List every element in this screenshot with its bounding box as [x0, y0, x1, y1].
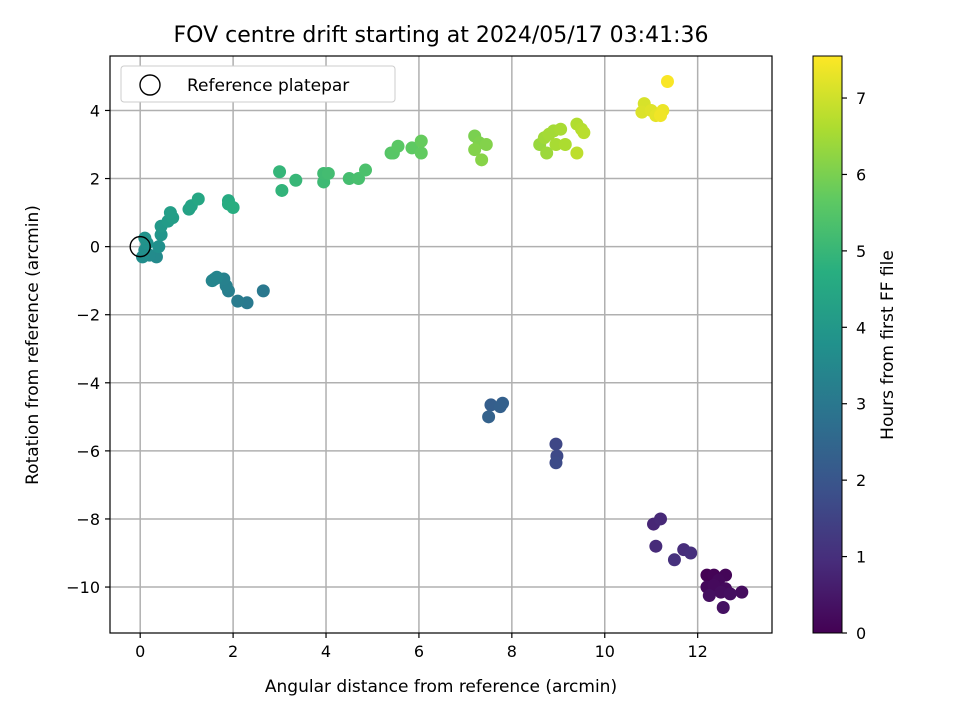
x-tick-label: 0 — [135, 642, 145, 661]
data-point — [723, 587, 737, 601]
data-point — [391, 139, 405, 153]
data-point — [289, 173, 303, 187]
data-point — [684, 546, 698, 560]
y-tick-label: −2 — [76, 306, 100, 325]
y-tick-label: −10 — [66, 578, 100, 597]
data-point — [163, 206, 177, 220]
data-point — [493, 400, 507, 414]
colorbar-tick-label: 4 — [856, 318, 866, 337]
colorbar-tick-label: 7 — [856, 89, 866, 108]
legend-box — [120, 65, 396, 103]
data-point — [735, 585, 749, 599]
colorbar-gradient — [812, 55, 843, 634]
data-point — [231, 294, 245, 308]
data-point — [649, 539, 663, 553]
y-tick-label: −4 — [76, 374, 100, 393]
data-point — [549, 456, 563, 470]
colorbar-tick-label: 0 — [856, 624, 866, 643]
data-point — [468, 143, 482, 157]
data-point — [210, 270, 224, 284]
data-point — [482, 410, 496, 424]
colorbar-tick-label: 2 — [856, 471, 866, 490]
colorbar: 0 1 2 3 4 5 6 7 Hours from first FF file — [812, 55, 898, 643]
colorbar-tick-label: 5 — [856, 242, 866, 261]
colorbar-ticks: 0 1 2 3 4 5 6 7 — [842, 89, 866, 643]
data-point — [660, 75, 674, 89]
data-point — [549, 437, 563, 451]
data-point — [342, 172, 356, 186]
y-tick-label: 0 — [90, 238, 100, 257]
data-point — [152, 240, 166, 254]
x-tick-label: 10 — [595, 642, 615, 661]
x-axis-label: Angular distance from reference (arcmin) — [265, 677, 617, 697]
legend-marker-reference-icon — [139, 74, 161, 96]
x-tick-label: 6 — [414, 642, 424, 661]
x-axis-ticks: 0 2 4 6 8 10 12 — [135, 633, 708, 661]
data-points — [129, 75, 749, 614]
data-point — [667, 553, 681, 567]
y-axis-ticks: −10 −8 −6 −4 −2 0 2 4 — [66, 101, 110, 597]
data-point — [226, 200, 240, 214]
data-point — [702, 589, 716, 603]
x-tick-label: 12 — [687, 642, 707, 661]
data-point — [479, 138, 493, 152]
reference-platepar-marker — [129, 235, 151, 258]
data-point — [321, 166, 335, 180]
y-tick-label: −6 — [76, 442, 100, 461]
data-point — [716, 600, 730, 614]
data-point — [654, 512, 668, 526]
x-tick-label: 4 — [321, 642, 331, 661]
y-tick-label: 4 — [90, 101, 100, 120]
data-point — [577, 126, 591, 140]
data-point — [549, 138, 563, 152]
y-tick-label: −8 — [76, 510, 100, 529]
chart-title: FOV centre drift starting at 2024/05/17 … — [174, 23, 709, 48]
data-point — [414, 146, 428, 160]
data-point — [570, 146, 584, 160]
x-tick-label: 8 — [507, 642, 517, 661]
data-point — [554, 122, 568, 136]
colorbar-tick-label: 3 — [856, 395, 866, 414]
legend-label-reference-platepar: Reference platepar — [187, 76, 349, 96]
colorbar-label: Hours from first FF file — [878, 250, 898, 440]
y-axis-label: Rotation from reference (arcmin) — [23, 205, 43, 485]
data-point — [191, 192, 205, 206]
data-point — [256, 284, 270, 298]
data-point — [275, 183, 289, 197]
y-tick-label: 2 — [90, 170, 100, 189]
data-point — [414, 134, 428, 148]
data-point — [359, 163, 373, 177]
plot-frame — [109, 55, 773, 634]
data-point — [558, 138, 572, 152]
colorbar-tick-label: 6 — [856, 165, 866, 184]
x-tick-label: 2 — [228, 642, 238, 661]
legend: Reference platepar — [120, 65, 396, 103]
colorbar-tick-label: 1 — [856, 548, 866, 567]
data-point — [540, 146, 554, 160]
data-point — [654, 109, 668, 123]
data-point — [475, 153, 489, 167]
data-point — [273, 165, 287, 179]
grid — [110, 56, 772, 633]
